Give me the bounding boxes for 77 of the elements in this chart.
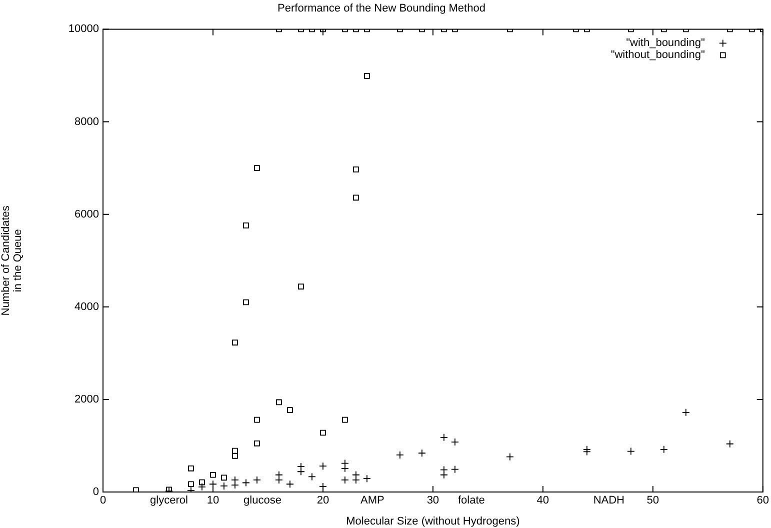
x-tick-label: 50 xyxy=(646,494,660,507)
point xyxy=(243,222,249,228)
point xyxy=(341,464,349,472)
point xyxy=(298,284,304,290)
point xyxy=(308,472,316,481)
point xyxy=(682,408,690,416)
point xyxy=(506,452,514,461)
x-axis-title: Molecular Size (without Hydrogens) xyxy=(346,515,520,528)
point xyxy=(341,476,349,484)
point xyxy=(297,462,305,470)
y-axis-title: Number of Candidates in the Queue xyxy=(0,205,24,316)
point xyxy=(341,459,349,468)
point xyxy=(440,433,448,442)
x-tick-label: 60 xyxy=(756,494,770,507)
y-tick-label: 4000 xyxy=(74,300,99,313)
point xyxy=(440,470,448,479)
x-tick-label: 40 xyxy=(536,494,550,507)
point xyxy=(198,482,206,491)
point xyxy=(209,480,217,488)
x-tick-label: 10 xyxy=(206,494,220,507)
point xyxy=(275,476,283,484)
point xyxy=(418,449,426,458)
chart-title: Performance of the New Bounding Method xyxy=(278,2,486,15)
point xyxy=(188,481,194,488)
point xyxy=(254,165,260,171)
x-tick-label: glucose xyxy=(244,494,282,507)
point xyxy=(253,476,261,484)
point xyxy=(231,481,239,490)
point xyxy=(243,299,249,306)
x-tick-label: AMP xyxy=(360,494,384,507)
point xyxy=(396,451,404,459)
point xyxy=(275,470,283,479)
point xyxy=(221,474,227,481)
point xyxy=(363,474,371,483)
point xyxy=(626,447,635,456)
point xyxy=(352,476,360,484)
x-tick-label: 20 xyxy=(316,494,330,507)
point xyxy=(254,440,260,446)
x-tick-label: NADH xyxy=(593,494,625,507)
point xyxy=(450,438,459,446)
point xyxy=(276,399,282,406)
y-tick-label: 2000 xyxy=(74,393,99,406)
point xyxy=(353,166,359,172)
point xyxy=(582,448,591,456)
point xyxy=(342,416,348,423)
y-tick-label: 0 xyxy=(92,486,99,498)
point xyxy=(210,472,216,478)
point xyxy=(231,476,239,484)
point xyxy=(726,440,734,448)
point xyxy=(232,452,238,459)
point xyxy=(232,448,238,454)
point xyxy=(440,466,448,474)
point xyxy=(242,478,250,487)
point xyxy=(232,340,238,346)
x-tick-label: folate xyxy=(458,494,485,507)
x-tick-label: 30 xyxy=(426,494,440,507)
point xyxy=(297,468,305,476)
point xyxy=(254,416,260,423)
point xyxy=(133,487,139,492)
point xyxy=(188,465,194,472)
point xyxy=(220,482,228,490)
point xyxy=(286,480,294,488)
point xyxy=(287,407,293,414)
point xyxy=(199,479,205,486)
point xyxy=(352,470,360,479)
point xyxy=(319,462,327,470)
x-tick-label: glycerol xyxy=(150,494,188,507)
y-tick-label: 6000 xyxy=(74,208,99,220)
point xyxy=(364,73,370,79)
y-tick-label: 8000 xyxy=(74,116,99,128)
point xyxy=(320,430,326,436)
point xyxy=(660,445,668,454)
y-tick-label: 10000 xyxy=(68,23,99,36)
legend-label: "without_bounding" xyxy=(610,49,705,62)
legend-label: "with_bounding" xyxy=(626,37,705,50)
point xyxy=(353,194,359,201)
point xyxy=(450,465,459,474)
